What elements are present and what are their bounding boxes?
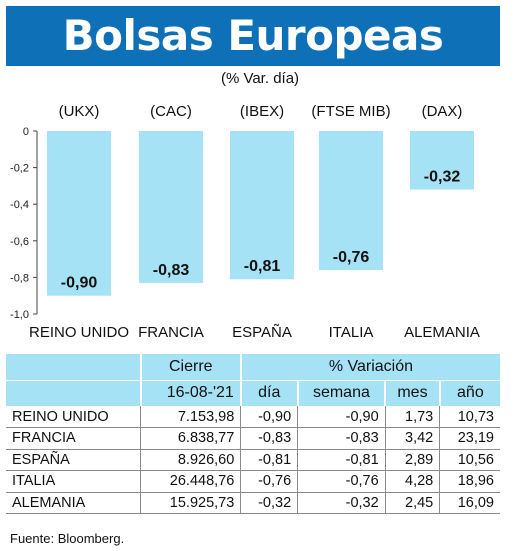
bar-francia (139, 131, 203, 283)
bar-alemania (410, 131, 474, 190)
category-label: REINO UNIDO (29, 324, 129, 341)
row-semana: -0,32 (297, 492, 386, 514)
category-label: ALEMANIA (404, 324, 480, 341)
row-semana: -0,81 (297, 449, 386, 471)
row-name: REINO UNIDO (6, 406, 141, 428)
row-cierre: 8.926,60 (140, 449, 241, 471)
row-dia: -0,83 (240, 427, 298, 450)
row-name: ESPAÑA (6, 449, 141, 471)
row-semana: -0,90 (297, 406, 386, 428)
row-dia: -0,32 (240, 492, 298, 514)
category-label: ESPAÑA (232, 324, 292, 341)
header-blank (6, 354, 141, 380)
table-header-row: Cierre % Variación (6, 354, 500, 380)
y-tick-label: -1,0 (10, 309, 29, 321)
row-dia: -0,81 (240, 449, 298, 471)
row-mes: 1,73 (384, 406, 440, 428)
subheader-blank (6, 379, 141, 406)
row-anio: 23,19 (439, 427, 500, 450)
row-name: ALEMANIA (6, 492, 141, 514)
row-name: ITALIA (6, 470, 141, 493)
table-body: REINO UNIDO 7.153,98 -0,90 -0,90 1,73 10,73 FR… (6, 406, 500, 514)
header-semana: semana (296, 379, 386, 406)
row-mes: 2,89 (384, 449, 440, 471)
value-label: -0,32 (424, 169, 461, 186)
value-label: -0,81 (244, 258, 281, 275)
index-code-label: (FTSE MIB) (311, 103, 390, 120)
row-anio: 10,56 (439, 449, 500, 471)
header-mes: mes (384, 379, 440, 406)
row-cierre: 7.153,98 (140, 406, 241, 428)
y-tick-label: -0,8 (10, 272, 29, 284)
row-anio: 16,09 (439, 492, 500, 514)
row-cierre: 6.838,77 (140, 427, 241, 450)
quotes-table: Cierre % Variación 16-08-'21 día semana … (6, 354, 500, 514)
value-label: -0,76 (333, 249, 370, 266)
index-code-label: (CAC) (150, 103, 192, 120)
header-variacion: % Variación (239, 354, 500, 380)
row-dia: -0,76 (240, 470, 298, 493)
value-label: -0,83 (153, 262, 190, 279)
bar-chart: 0 -0,2 -0,4 -0,6 -0,8 -1,0 (UKX) -0,90 REINO UNI… (10, 103, 480, 341)
y-tick-label: -0,2 (10, 163, 29, 175)
row-semana: -0,76 (297, 470, 386, 493)
row-mes: 2,45 (384, 492, 440, 514)
row-cierre: 15.925,73 (140, 492, 241, 514)
header-dia: día (239, 379, 298, 406)
row-anio: 18,96 (439, 470, 500, 493)
y-tick-label: 0 (23, 126, 29, 138)
header-anio: año (438, 379, 500, 406)
table-row: ESPAÑA 8.926,60 -0,81 -0,81 2,89 10,56 (6, 449, 500, 471)
index-code-label: (DAX) (422, 103, 463, 120)
index-code-label: (UKX) (59, 103, 100, 120)
table-row: ITALIA 26.448,76 -0,76 -0,76 4,28 18,96 (6, 470, 500, 493)
chart-subtitle: (% Var. día) (220, 70, 300, 87)
bar-españa (230, 131, 294, 280)
index-code-label: (IBEX) (240, 103, 284, 120)
bar-reino-unido (47, 131, 111, 296)
row-cierre: 26.448,76 (140, 470, 241, 493)
source-note: Fuente: Bloomberg. (10, 531, 125, 546)
row-anio: 10,73 (439, 406, 500, 428)
value-label: -0,90 (61, 275, 98, 292)
header-cierre: Cierre (139, 354, 241, 380)
table-row: ALEMANIA 15.925,73 -0,32 -0,32 2,45 16,09 (6, 492, 500, 514)
row-mes: 4,28 (384, 470, 440, 493)
y-tick-label: -0,4 (10, 199, 29, 211)
row-mes: 3,42 (384, 427, 440, 450)
header-date: 16-08-'21 (139, 379, 241, 406)
category-label: ITALIA (329, 324, 374, 341)
chart-title: Bolsas Europeas (6, 6, 500, 66)
row-dia: -0,90 (240, 406, 298, 428)
y-tick-label: -0,6 (10, 236, 29, 248)
row-semana: -0,83 (297, 427, 386, 450)
category-label: FRANCIA (138, 324, 204, 341)
row-name: FRANCIA (6, 427, 141, 450)
table-row: REINO UNIDO 7.153,98 -0,90 -0,90 1,73 10,73 (6, 406, 500, 428)
table-subheader-row: 16-08-'21 día semana mes año (6, 379, 500, 406)
table-row: FRANCIA 6.838,77 -0,83 -0,83 3,42 23,19 (6, 427, 500, 450)
bar-italia (319, 131, 383, 271)
